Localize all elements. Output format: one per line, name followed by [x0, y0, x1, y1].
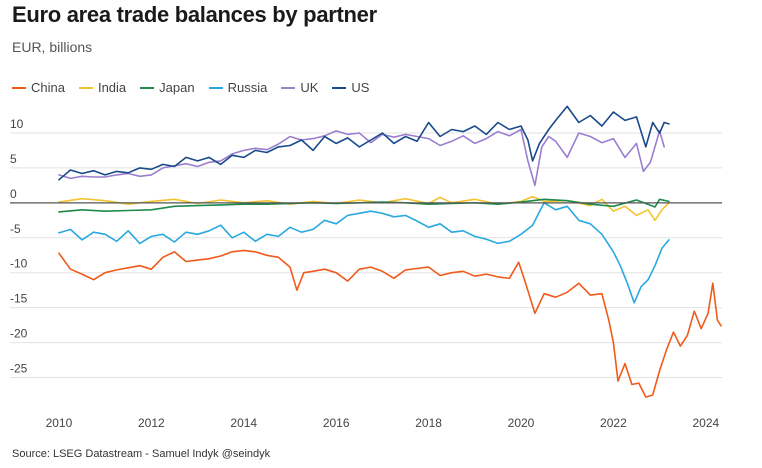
y-tick-label: -10 [10, 257, 28, 271]
legend-item-japan: Japan [140, 80, 195, 95]
legend-swatch-japan [140, 86, 155, 89]
series-line-uk [58, 128, 665, 187]
legend-label-russia: Russia [227, 80, 268, 95]
legend-swatch-china [12, 86, 26, 89]
y-tick-label: 5 [10, 152, 17, 166]
chart-subtitle: EUR, billions [12, 39, 93, 55]
y-tick-label: -15 [10, 292, 28, 306]
legend-label-us: US [351, 80, 370, 95]
legend-item-uk: UK [281, 80, 318, 95]
x-tick-label: 2024 [692, 416, 719, 430]
y-tick-label: 10 [10, 117, 24, 131]
y-tick-label: -25 [10, 362, 28, 376]
series-line-india [58, 195, 670, 222]
legend-swatch-india [78, 86, 93, 89]
legend-item-us: US [332, 80, 369, 95]
legend: China India Japan Russia UK US [12, 80, 369, 95]
grid-layer [10, 132, 722, 379]
x-tick-label: 2012 [138, 416, 165, 430]
legend-item-india: India [78, 80, 127, 95]
legend-label-japan: Japan [159, 80, 195, 95]
legend-label-china: China [31, 80, 65, 95]
series-line-russia [58, 202, 670, 304]
y-tick-label: -5 [10, 222, 21, 236]
series-layer [10, 105, 722, 398]
x-tick-label: 2014 [230, 416, 257, 430]
y-axis-tick-labels: 10 5 0 -5 -10 -15 -20 -25 [10, 117, 28, 376]
legend-item-china: China [12, 80, 65, 95]
x-tick-label: 2020 [508, 416, 535, 430]
legend-swatch-uk [281, 86, 296, 89]
x-tick-label: 2022 [600, 416, 627, 430]
source-note: Source: LSEG Datastream - Samuel Indyk @… [12, 448, 271, 460]
legend-swatch-russia [208, 86, 223, 89]
x-tick-label: 2018 [415, 416, 442, 430]
legend-label-india: India [97, 80, 127, 95]
series-line-china [58, 249, 722, 398]
legend-item-russia: Russia [208, 80, 268, 95]
y-tick-label: 0 [10, 187, 17, 201]
series-line-japan [58, 198, 670, 213]
legend-label-uk: UK [300, 80, 319, 95]
x-tick-label: 2010 [46, 416, 73, 430]
series-line-us [58, 105, 670, 181]
x-axis-tick-labels: 2010 2012 2014 2016 2018 2020 2022 2024 [46, 416, 720, 430]
chart-title: Euro area trade balances by partner [12, 2, 377, 27]
legend-swatch-us [332, 86, 347, 89]
y-tick-label: -20 [10, 327, 28, 341]
x-tick-label: 2016 [323, 416, 350, 430]
